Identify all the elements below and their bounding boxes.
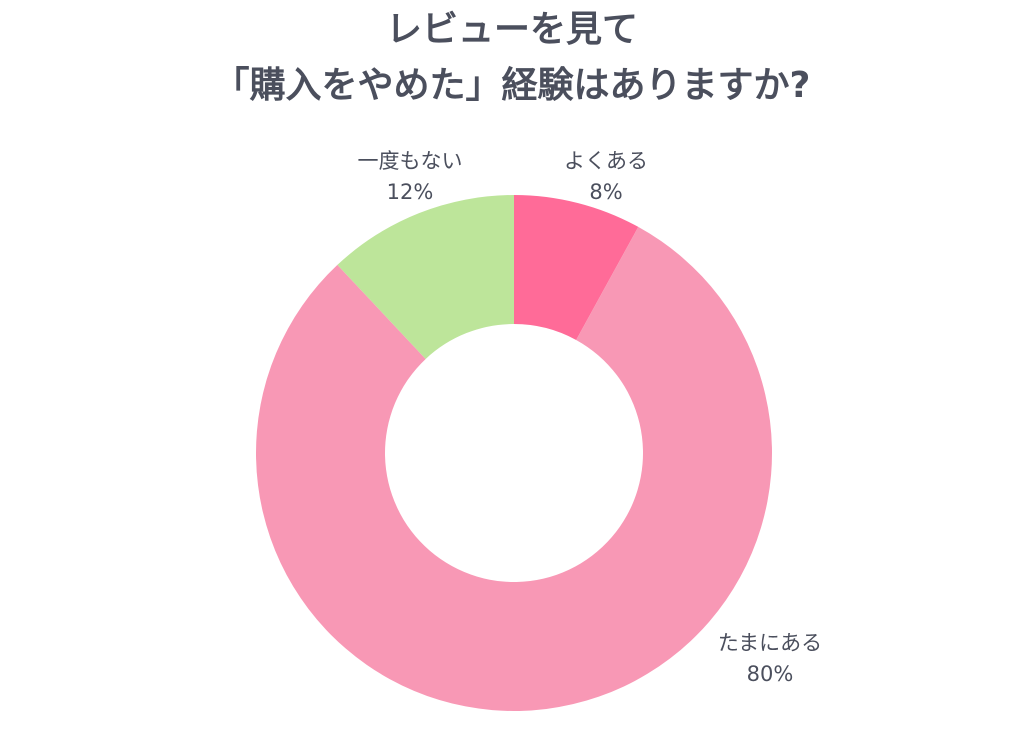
- slice-label: たまにある: [718, 631, 822, 655]
- slice-1: [256, 226, 772, 711]
- slice-value-label: 12%: [387, 180, 434, 204]
- chart-title-line-2: 「購入をやめた」経験はありますか?: [213, 65, 811, 106]
- slice-0: [514, 195, 639, 340]
- slice-value-label: 80%: [747, 662, 794, 686]
- slice-2: [337, 195, 514, 359]
- chart-title-line-1: レビューを見て: [385, 9, 638, 50]
- slice-value-label: 8%: [589, 180, 622, 204]
- slice-label: よくある: [564, 149, 648, 173]
- slice-label: 一度もない: [358, 149, 463, 173]
